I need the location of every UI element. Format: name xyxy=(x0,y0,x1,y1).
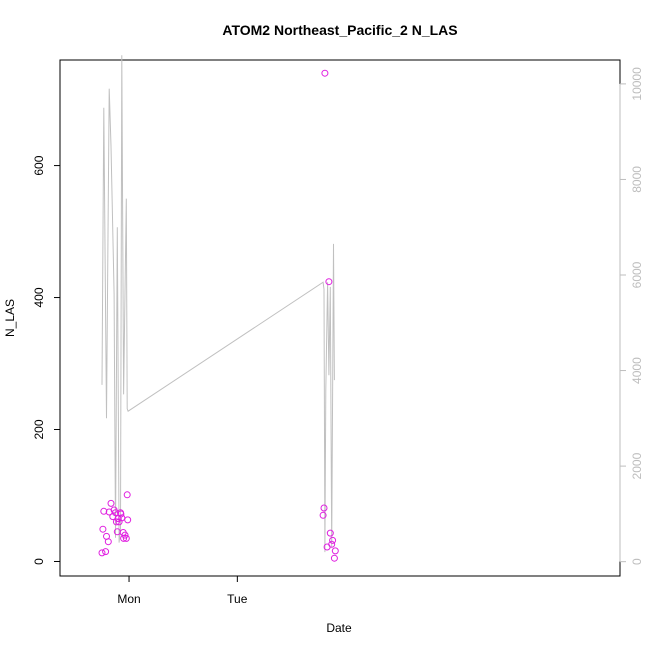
data-point xyxy=(112,518,120,526)
y-tick-label-right: 0 xyxy=(630,558,644,565)
series-line xyxy=(101,55,335,553)
series-line-layer xyxy=(101,55,335,553)
data-point xyxy=(121,531,129,539)
data-point xyxy=(326,529,334,537)
data-point xyxy=(325,278,333,286)
y-tick-label-left: 600 xyxy=(32,155,46,175)
x-axis-label: Date xyxy=(326,621,352,635)
data-point xyxy=(320,504,328,512)
data-point xyxy=(104,538,112,546)
data-point xyxy=(102,548,110,556)
x-tick-label: Tue xyxy=(227,592,248,606)
y-tick-label-right: 10000 xyxy=(630,67,644,101)
data-point xyxy=(124,516,132,524)
data-point xyxy=(98,549,106,557)
data-point xyxy=(331,547,339,555)
y-axis-label: N_LAS xyxy=(3,299,17,337)
data-point xyxy=(122,534,130,542)
data-point xyxy=(120,534,128,542)
data-point xyxy=(107,499,115,507)
data-point xyxy=(328,540,336,548)
chart-title: ATOM2 Northeast_Pacific_2 N_LAS xyxy=(222,22,457,38)
data-point xyxy=(319,511,327,519)
points-layer xyxy=(98,69,339,562)
data-point xyxy=(117,510,125,518)
data-point xyxy=(123,491,131,499)
data-point xyxy=(330,554,338,562)
data-point xyxy=(100,507,108,515)
plot-frame xyxy=(59,59,621,577)
data-point xyxy=(99,525,107,533)
y-tick-label-left: 0 xyxy=(32,558,46,565)
y-tick-label-right: 6000 xyxy=(630,261,644,288)
y-tick-label-right: 4000 xyxy=(630,357,644,384)
y-tick-label-right: 8000 xyxy=(630,166,644,193)
data-point xyxy=(321,69,329,77)
data-point xyxy=(329,536,337,544)
data-point xyxy=(118,514,126,522)
y-tick-label-right: 2000 xyxy=(630,452,644,479)
y-tick-label-left: 400 xyxy=(32,287,46,307)
x-tick-label: Mon xyxy=(117,592,140,606)
y-tick-label-left: 200 xyxy=(32,419,46,439)
